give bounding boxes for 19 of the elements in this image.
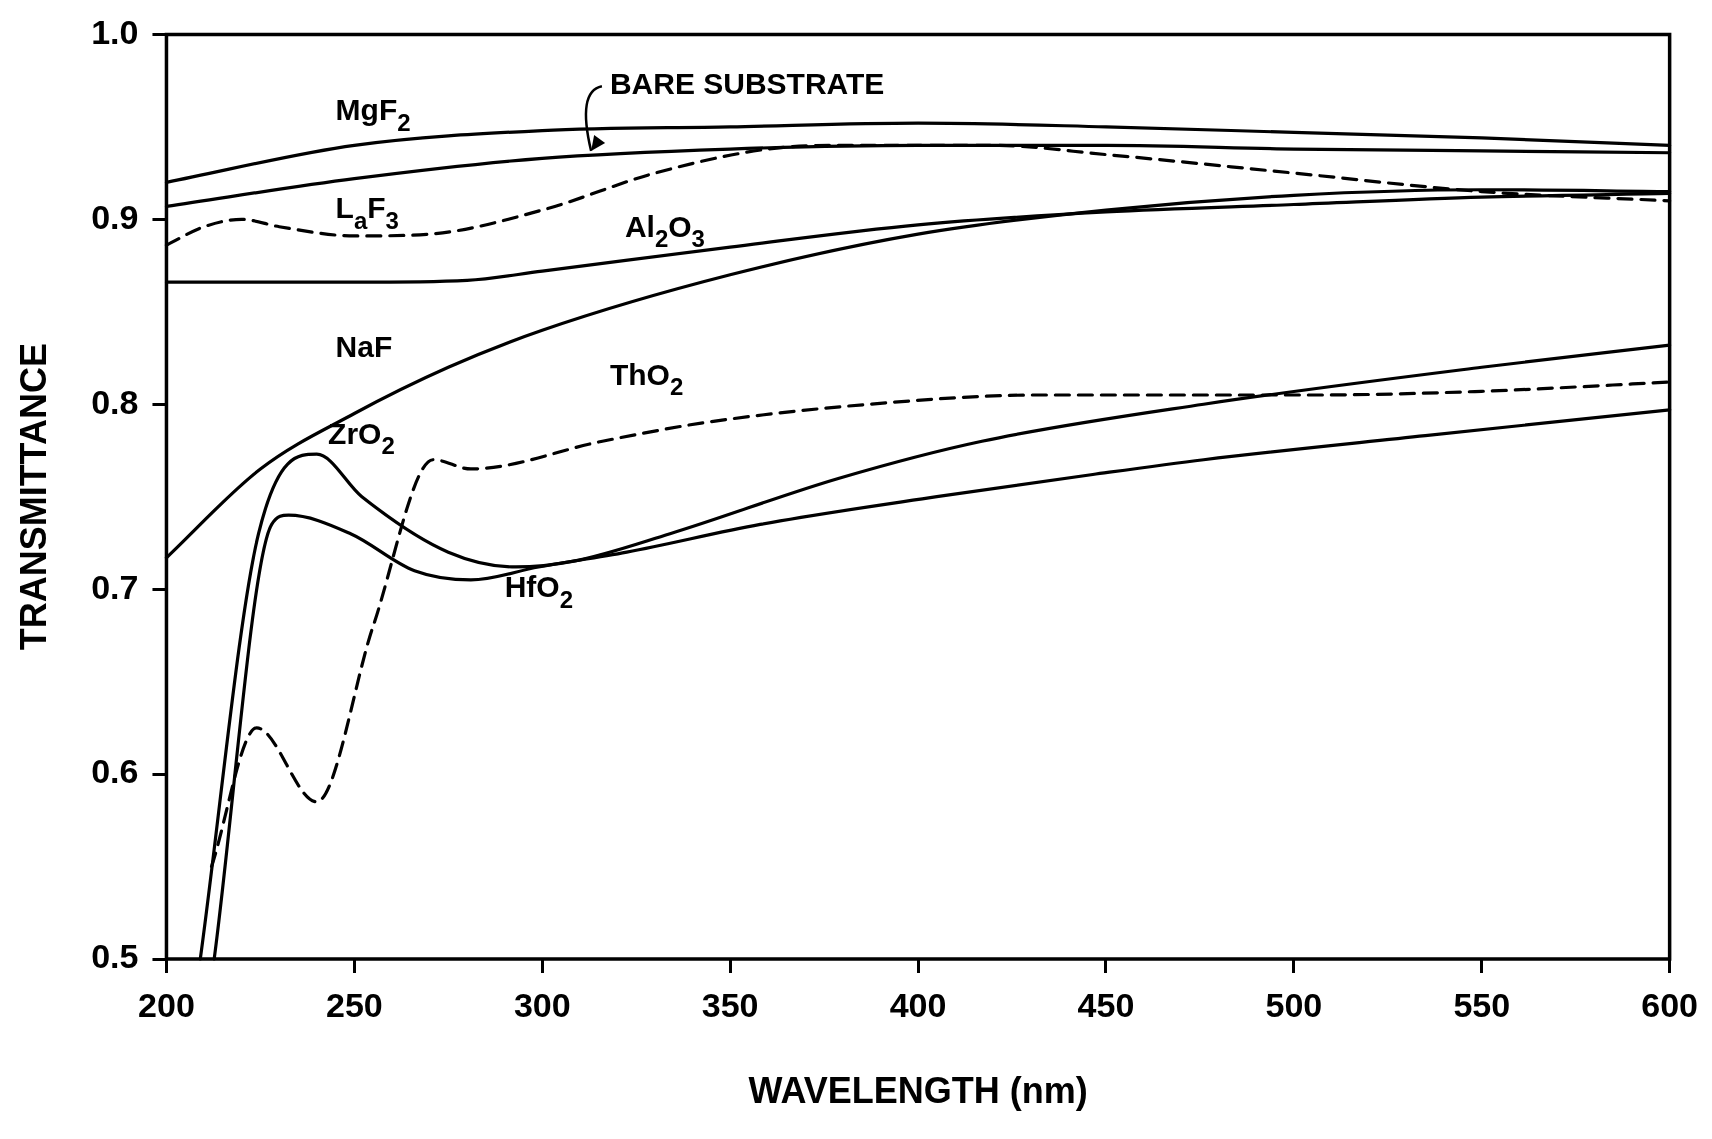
y-tick-label: 0.5 <box>91 937 139 976</box>
series-label: BARE SUBSTRATE <box>609 67 885 101</box>
x-tick-label: 350 <box>701 985 759 1024</box>
y-tick-label: 1.0 <box>91 12 139 51</box>
x-axis-title: WAVELENGTH (nm) <box>748 1070 1088 1112</box>
y-tick-label: 0.7 <box>91 567 139 606</box>
x-tick-label: 200 <box>138 985 195 1024</box>
series-label: NaF <box>335 330 393 364</box>
y-tick-label: 0.8 <box>91 382 139 421</box>
x-tick-label: 250 <box>325 985 383 1024</box>
x-tick-label: 400 <box>889 985 947 1024</box>
x-tick-label: 600 <box>1641 985 1698 1024</box>
y-axis-title: TRANSMITTANCE <box>12 343 54 651</box>
x-tick-label: 450 <box>1077 985 1135 1024</box>
x-tick-label: 300 <box>513 985 571 1024</box>
y-tick-label: 0.6 <box>91 752 139 791</box>
x-tick-label: 500 <box>1265 985 1323 1024</box>
y-tick-label: 0.9 <box>91 197 139 236</box>
x-tick-label: 550 <box>1453 985 1511 1024</box>
